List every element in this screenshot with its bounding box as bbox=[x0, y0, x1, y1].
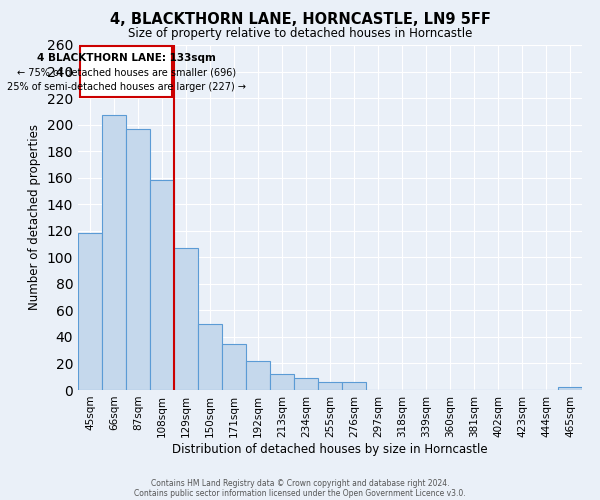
Text: Contains HM Land Registry data © Crown copyright and database right 2024.: Contains HM Land Registry data © Crown c… bbox=[151, 478, 449, 488]
Y-axis label: Number of detached properties: Number of detached properties bbox=[28, 124, 41, 310]
Text: 4, BLACKTHORN LANE, HORNCASTLE, LN9 5FF: 4, BLACKTHORN LANE, HORNCASTLE, LN9 5FF bbox=[110, 12, 490, 28]
Bar bbox=[126, 128, 150, 390]
Text: Size of property relative to detached houses in Horncastle: Size of property relative to detached ho… bbox=[128, 28, 472, 40]
Text: 4 BLACKTHORN LANE: 133sqm: 4 BLACKTHORN LANE: 133sqm bbox=[37, 53, 215, 63]
Bar bbox=[342, 382, 366, 390]
X-axis label: Distribution of detached houses by size in Horncastle: Distribution of detached houses by size … bbox=[172, 442, 488, 456]
Text: 25% of semi-detached houses are larger (227) →: 25% of semi-detached houses are larger (… bbox=[7, 82, 246, 92]
Bar bbox=[270, 374, 294, 390]
Text: ← 75% of detached houses are smaller (696): ← 75% of detached houses are smaller (69… bbox=[17, 68, 236, 78]
Bar bbox=[294, 378, 318, 390]
Bar bbox=[198, 324, 222, 390]
FancyBboxPatch shape bbox=[80, 46, 172, 96]
Bar bbox=[102, 116, 126, 390]
Bar bbox=[558, 388, 582, 390]
Bar bbox=[318, 382, 342, 390]
Bar bbox=[78, 234, 102, 390]
Bar bbox=[174, 248, 198, 390]
Text: Contains public sector information licensed under the Open Government Licence v3: Contains public sector information licen… bbox=[134, 488, 466, 498]
Bar bbox=[222, 344, 246, 390]
Bar bbox=[246, 361, 270, 390]
Bar bbox=[150, 180, 174, 390]
